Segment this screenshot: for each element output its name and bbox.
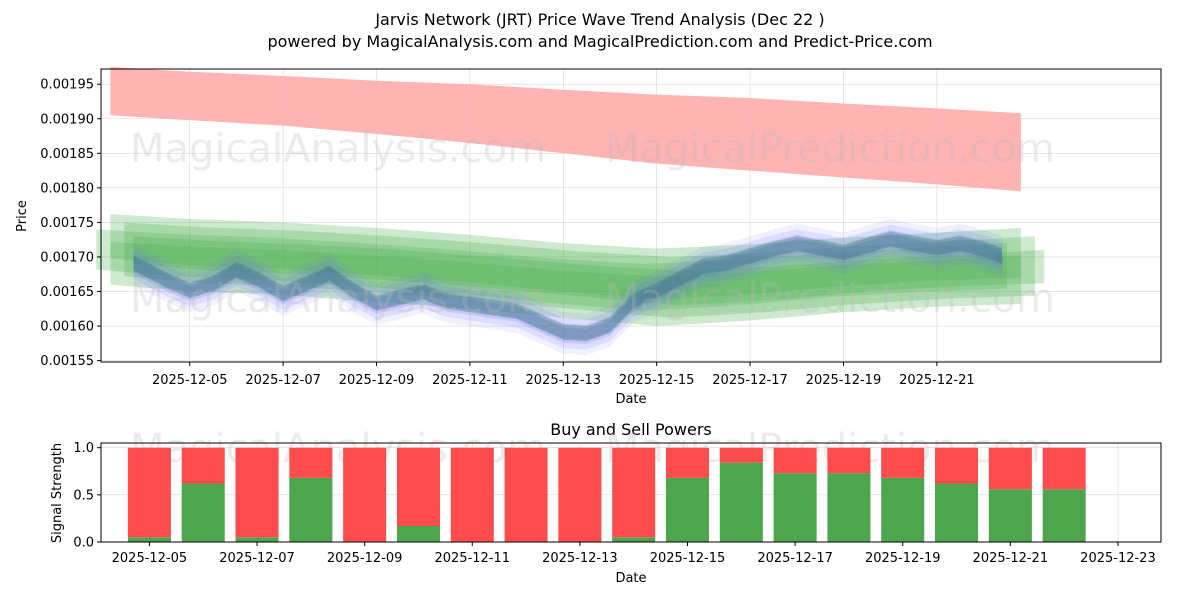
sell-bar	[827, 447, 871, 474]
sell-bar	[181, 447, 225, 484]
price-y-tick-label: 0.00175	[40, 216, 94, 231]
buy-bar	[612, 537, 656, 542]
buy-sell-bars	[127, 447, 1086, 542]
buy-sell-y-tick-label: 0.0	[73, 536, 94, 551]
watermark-left: MagicalAnalysis.com	[130, 126, 546, 172]
sell-bar	[127, 447, 171, 538]
watermark-right-lower: MagicalPrediction.com	[605, 276, 1055, 322]
buy-sell-x-tick-label: 2025-12-15	[650, 551, 726, 566]
blue-wave-band	[133, 230, 1003, 345]
price-x-ticks: 2025-12-05 2025-12-07 2025-12-09 2025-12-11…	[152, 362, 975, 388]
buy-sell-x-ticks: 2025-12-05 2025-12-07 2025-12-09 2025-12-11…	[112, 542, 1156, 566]
watermark-left-lower: MagicalAnalysis.com	[130, 276, 546, 322]
sell-bar	[935, 447, 979, 484]
price-x-tick-label: 2025-12-11	[432, 373, 508, 388]
price-y-tick-label: 0.00185	[40, 147, 94, 162]
sell-bar	[343, 447, 387, 542]
sell-bar	[665, 447, 710, 478]
price-axes-frame	[100, 68, 1162, 363]
price-wave-panel: MagicalAnalysis.com MagicalPrediction.co…	[15, 66, 1162, 407]
blue-wave-band	[133, 234, 1003, 340]
sell-bar	[1042, 447, 1086, 490]
buy-bar	[289, 477, 333, 542]
buy-sell-panel: Buy and Sell Powers MagicalAnalysis.com …	[50, 420, 1162, 586]
price-x-tick-label: 2025-12-13	[526, 373, 602, 388]
price-bands	[96, 66, 1045, 356]
buy-sell-title: Buy and Sell Powers	[550, 420, 712, 439]
price-x-tick-label: 2025-12-07	[245, 373, 321, 388]
green-wave-overlay	[133, 231, 1003, 342]
sell-bar	[235, 447, 279, 538]
buy-bar	[1042, 489, 1086, 542]
price-y-tick-label: 0.00160	[40, 320, 94, 335]
price-x-tick-label: 2025-12-15	[619, 373, 695, 388]
blue-wave-band	[133, 218, 1003, 356]
buy-sell-x-tick-label: 2025-12-07	[219, 551, 295, 566]
buy-bar	[127, 537, 171, 542]
buy-sell-y-tick-label: 0.5	[73, 488, 94, 503]
price-x-tick-label: 2025-12-09	[339, 373, 415, 388]
buy-sell-x-tick-label: 2025-12-11	[434, 551, 510, 566]
green-trend-band	[124, 222, 1035, 318]
green-trend-band	[110, 214, 1021, 327]
price-y-tick-label: 0.00170	[40, 250, 94, 265]
price-y-tick-label: 0.00155	[40, 354, 94, 369]
price-x-label: Date	[615, 392, 646, 407]
buy-bar	[396, 525, 440, 542]
buy-bar	[881, 477, 925, 542]
sell-bar	[504, 447, 548, 542]
sell-bar	[612, 447, 656, 538]
buy-bar	[181, 483, 225, 542]
buy-sell-y-tick-label: 1.0	[73, 441, 94, 456]
blue-wave-band	[133, 224, 1003, 350]
buy-bar	[665, 477, 710, 542]
sell-bar	[396, 447, 440, 526]
buy-sell-x-tick-label: 2025-12-17	[757, 551, 833, 566]
price-x-tick-label: 2025-12-05	[152, 373, 228, 388]
buy-bar	[988, 489, 1032, 542]
buy-sell-x-tick-label: 2025-12-09	[327, 551, 403, 566]
buy-bar	[827, 473, 871, 542]
sell-bar	[773, 447, 817, 474]
buy-sell-x-tick-label: 2025-12-05	[112, 551, 188, 566]
sell-bar	[881, 447, 925, 478]
buy-sell-x-tick-label: 2025-12-19	[865, 551, 941, 566]
watermark-right: MagicalPrediction.com	[605, 126, 1055, 172]
sell-bar	[719, 447, 763, 463]
buy-sell-x-tick-label: 2025-12-21	[973, 551, 1049, 566]
resistance-band	[110, 66, 1021, 192]
buy-sell-x-label: Date	[615, 571, 646, 586]
chart-subtitle: powered by MagicalAnalysis.com and Magic…	[267, 32, 932, 51]
buy-sell-x-tick-label: 2025-12-13	[542, 551, 618, 566]
buy-sell-x-tick-label: 2025-12-23	[1080, 551, 1156, 566]
green-trend-band	[96, 229, 1007, 311]
buy-bar	[235, 537, 279, 542]
buy-bar	[719, 462, 763, 542]
price-y-label: Price	[15, 200, 30, 232]
sell-bar	[988, 447, 1032, 490]
sell-bar	[450, 447, 494, 542]
price-y-tick-label: 0.00195	[40, 78, 94, 93]
buy-sell-axes-frame	[100, 442, 1162, 543]
price-y-ticks: 0.00155 0.00160 0.00165 0.00170 0.00175 0.001…	[40, 78, 101, 369]
price-x-tick-label: 2025-12-17	[712, 373, 788, 388]
chart-title: Jarvis Network (JRT) Price Wave Trend An…	[374, 10, 824, 29]
buy-bar	[773, 473, 817, 542]
green-trend-band	[133, 236, 1045, 306]
price-y-tick-label: 0.00165	[40, 285, 94, 300]
green-trend-band	[110, 241, 1021, 300]
sell-bar	[558, 447, 602, 542]
price-x-tick-label: 2025-12-19	[806, 373, 882, 388]
buy-sell-y-label: Signal Strength	[50, 443, 65, 543]
price-y-tick-label: 0.00190	[40, 112, 94, 127]
price-x-tick-label: 2025-12-21	[899, 373, 975, 388]
buy-bar	[935, 483, 979, 542]
buy-sell-y-ticks: 0.0 0.5 1.0	[73, 441, 101, 551]
sell-bar	[289, 447, 333, 478]
price-y-tick-label: 0.00180	[40, 181, 94, 196]
